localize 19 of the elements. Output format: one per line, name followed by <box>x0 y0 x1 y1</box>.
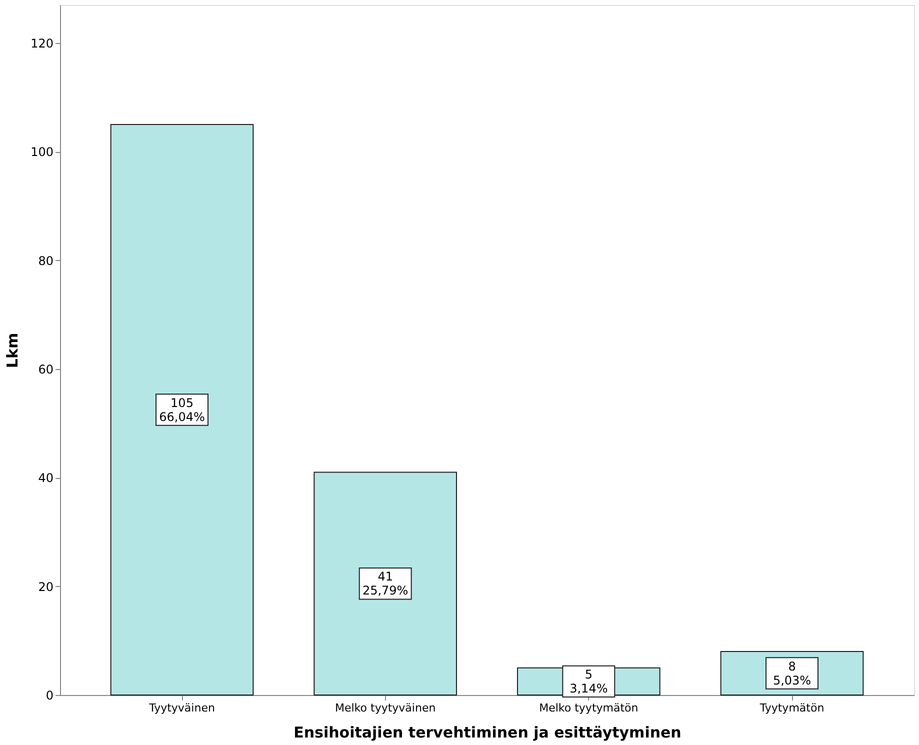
x-tick-label: Melko tyytymätön <box>539 702 638 714</box>
data-label: 8 5,03% <box>772 659 812 688</box>
y-tick-label: 120 <box>30 36 54 51</box>
data-label: 5 3,14% <box>570 667 608 696</box>
bar <box>314 472 457 696</box>
x-tick-label: Tyytyväinen <box>148 702 215 714</box>
y-tick-label: 80 <box>38 254 54 268</box>
bar <box>110 124 254 696</box>
y-axis-title: Lkm <box>4 332 22 368</box>
y-tick-label: 0 <box>46 688 54 702</box>
y-tick-label: 40 <box>38 471 54 486</box>
y-tick-label: 60 <box>38 362 54 377</box>
data-label: 105 66,04% <box>159 396 205 424</box>
y-tick-label: 100 <box>30 145 54 160</box>
data-label: 41 25,79% <box>362 570 408 598</box>
x-tick-label: Tyytymätön <box>758 702 824 714</box>
x-axis-title: Ensihoitajien tervehtiminen ja esittäytyminen <box>294 724 682 742</box>
x-tick-label: Melko tyytyväinen <box>334 702 436 714</box>
y-tick-label: 20 <box>38 580 54 594</box>
